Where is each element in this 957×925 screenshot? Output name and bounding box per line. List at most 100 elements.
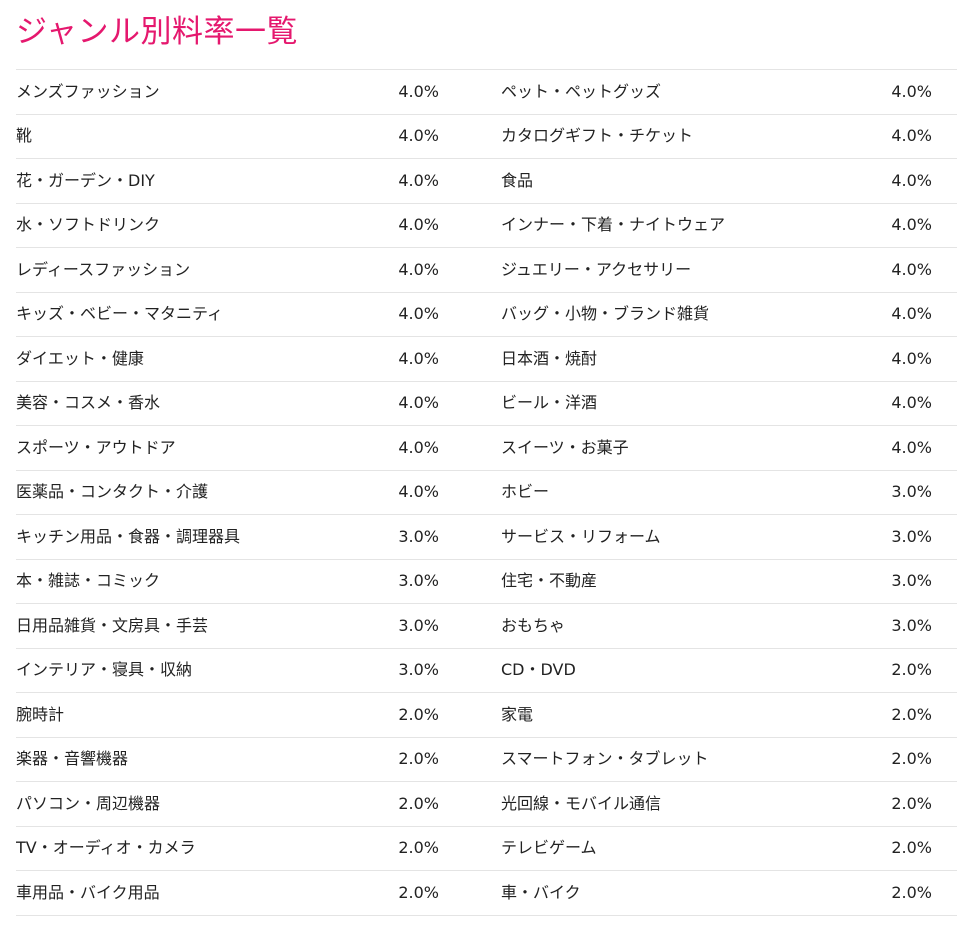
genre-name-left: 医薬品・コンタクト・介護 — [16, 469, 316, 515]
genre-rate-right: 4.0% — [832, 247, 932, 292]
genre-name-right: ペット・ペットグッズ — [501, 69, 832, 114]
genre-name-left: スポーツ・アウトドア — [16, 425, 316, 470]
genre-rate-left: 4.0% — [316, 469, 439, 515]
table-row: TV・オーディオ・カメラ 2.0% テレビゲーム 2.0% — [16, 825, 957, 871]
genre-name-right: テレビゲーム — [501, 825, 832, 871]
genre-name-left: 美容・コスメ・香水 — [16, 380, 316, 426]
genre-name-left: メンズファッション — [16, 69, 316, 114]
genre-name-right: 住宅・不動産 — [501, 558, 832, 604]
column-gap — [439, 781, 501, 826]
genre-rate-left: 2.0% — [316, 736, 439, 782]
genre-rate-left: 2.0% — [316, 870, 439, 916]
row-tail-spacer — [932, 336, 957, 381]
genre-rate-right: 2.0% — [832, 647, 932, 693]
genre-name-right: スイーツ・お菓子 — [501, 425, 832, 470]
table-row: キッズ・ベビー・マタニティ 4.0% バッグ・小物・ブランド雑貨 4.0% — [16, 291, 957, 337]
table-row: キッチン用品・食器・調理器具 3.0% サービス・リフォーム 3.0% — [16, 514, 957, 559]
column-gap — [439, 425, 501, 470]
column-gap — [439, 514, 501, 559]
row-tail-spacer — [932, 202, 957, 248]
table-row: 楽器・音響機器 2.0% スマートフォン・タブレット 2.0% — [16, 736, 957, 782]
genre-rate-right: 3.0% — [832, 469, 932, 515]
genre-name-right: バッグ・小物・ブランド雑貨 — [501, 291, 832, 337]
genre-rate-right: 2.0% — [832, 736, 932, 782]
genre-rate-left: 3.0% — [316, 647, 439, 693]
genre-name-right: 食品 — [501, 158, 832, 203]
table-row: 車用品・バイク用品 2.0% 車・バイク 2.0% — [16, 870, 957, 916]
table-row: 靴 4.0% カタログギフト・チケット 4.0% — [16, 113, 957, 159]
genre-name-right: スマートフォン・タブレット — [501, 736, 832, 782]
genre-rate-right: 2.0% — [832, 781, 932, 826]
genre-name-left: 靴 — [16, 113, 316, 159]
genre-rate-left: 4.0% — [316, 69, 439, 114]
genre-rate-left: 3.0% — [316, 514, 439, 559]
genre-name-right: インナー・下着・ナイトウェア — [501, 202, 832, 248]
column-gap — [439, 336, 501, 381]
row-tail-spacer — [932, 69, 957, 114]
genre-rate-right: 4.0% — [832, 291, 932, 337]
genre-name-right: 光回線・モバイル通信 — [501, 781, 832, 826]
genre-rate-left: 2.0% — [316, 781, 439, 826]
row-tail-spacer — [932, 736, 957, 782]
genre-rate-right: 2.0% — [832, 825, 932, 871]
genre-name-left: 花・ガーデン・DIY — [16, 158, 316, 203]
genre-name-left: パソコン・周辺機器 — [16, 781, 316, 826]
row-tail-spacer — [932, 603, 957, 648]
column-gap — [439, 158, 501, 203]
table-row: 美容・コスメ・香水 4.0% ビール・洋酒 4.0% — [16, 380, 957, 426]
row-tail-spacer — [932, 825, 957, 871]
genre-rate-table: メンズファッション 4.0% ペット・ペットグッズ 4.0% 靴 4.0% カタログギフト・… — [16, 69, 957, 916]
column-gap — [439, 202, 501, 248]
genre-name-right: ホビー — [501, 469, 832, 515]
column-gap — [439, 870, 501, 916]
genre-name-left: 日用品雑貨・文房具・手芸 — [16, 603, 316, 648]
row-tail-spacer — [932, 247, 957, 292]
genre-name-right: ビール・洋酒 — [501, 380, 832, 426]
genre-rate-right: 4.0% — [832, 425, 932, 470]
genre-name-right: 家電 — [501, 692, 832, 737]
column-gap — [439, 291, 501, 337]
genre-rate-left: 3.0% — [316, 603, 439, 648]
table-row: パソコン・周辺機器 2.0% 光回線・モバイル通信 2.0% — [16, 781, 957, 826]
column-gap — [439, 647, 501, 693]
genre-rate-right: 3.0% — [832, 603, 932, 648]
table-row: 水・ソフトドリンク 4.0% インナー・下着・ナイトウェア 4.0% — [16, 202, 957, 248]
genre-name-left: 腕時計 — [16, 692, 316, 737]
column-gap — [439, 603, 501, 648]
genre-name-right: 日本酒・焼酎 — [501, 336, 832, 381]
genre-rate-left: 4.0% — [316, 247, 439, 292]
genre-name-left: TV・オーディオ・カメラ — [16, 825, 316, 871]
genre-name-left: キッズ・ベビー・マタニティ — [16, 291, 316, 337]
genre-name-left: 本・雑誌・コミック — [16, 558, 316, 604]
row-tail-spacer — [932, 514, 957, 559]
row-tail-spacer — [932, 558, 957, 604]
genre-name-right: 車・バイク — [501, 870, 832, 916]
row-tail-spacer — [932, 781, 957, 826]
genre-rate-left: 4.0% — [316, 336, 439, 381]
genre-rate-right: 4.0% — [832, 202, 932, 248]
genre-name-right: サービス・リフォーム — [501, 514, 832, 559]
genre-rate-right: 3.0% — [832, 558, 932, 604]
row-tail-spacer — [932, 870, 957, 916]
column-gap — [439, 692, 501, 737]
row-tail-spacer — [932, 425, 957, 470]
table-row: スポーツ・アウトドア 4.0% スイーツ・お菓子 4.0% — [16, 425, 957, 470]
column-gap — [439, 558, 501, 604]
table-row: 本・雑誌・コミック 3.0% 住宅・不動産 3.0% — [16, 558, 957, 604]
genre-name-right: カタログギフト・チケット — [501, 113, 832, 159]
table-row: インテリア・寝具・収納 3.0% CD・DVD 2.0% — [16, 647, 957, 693]
table-row: レディースファッション 4.0% ジュエリー・アクセサリー 4.0% — [16, 247, 957, 292]
column-gap — [439, 247, 501, 292]
genre-rate-left: 4.0% — [316, 291, 439, 337]
genre-rate-left: 3.0% — [316, 558, 439, 604]
genre-rate-left: 4.0% — [316, 158, 439, 203]
column-gap — [439, 380, 501, 426]
table-row: 腕時計 2.0% 家電 2.0% — [16, 692, 957, 737]
genre-rate-right: 2.0% — [832, 870, 932, 916]
genre-name-right: CD・DVD — [501, 647, 832, 693]
genre-name-left: 水・ソフトドリンク — [16, 202, 316, 248]
column-gap — [439, 469, 501, 515]
genre-rate-left: 4.0% — [316, 425, 439, 470]
row-tail-spacer — [932, 158, 957, 203]
genre-rate-right: 4.0% — [832, 380, 932, 426]
